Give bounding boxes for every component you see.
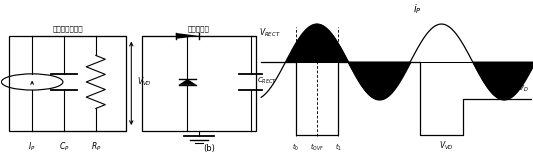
Text: (b): (b): [204, 144, 215, 154]
Bar: [142, 36, 256, 131]
Text: $V_{RECT}+V_D$: $V_{RECT}+V_D$: [491, 84, 529, 94]
Polygon shape: [176, 33, 199, 39]
Text: $t_0$: $t_0$: [292, 142, 299, 153]
Text: $i_P$: $i_P$: [414, 2, 422, 16]
Text: $R_P$: $R_P$: [91, 141, 101, 153]
Text: 压电能量采集器: 压电能量采集器: [52, 25, 83, 32]
Polygon shape: [179, 79, 197, 85]
Text: $V_{RECT}$: $V_{RECT}$: [259, 27, 280, 39]
Text: $t_{OVF}$: $t_{OVF}$: [310, 142, 324, 153]
Text: $I_P$: $I_P$: [28, 141, 36, 153]
Bar: [10, 36, 126, 131]
Text: $t_1$: $t_1$: [335, 142, 342, 153]
Text: $V_{VD}$: $V_{VD}$: [136, 76, 151, 88]
Text: $C_{RECT}$: $C_{RECT}$: [257, 76, 277, 86]
Text: 电压倍增器: 电压倍增器: [188, 25, 210, 32]
Text: $C_P$: $C_P$: [59, 141, 69, 153]
Text: $V_{VD}$: $V_{VD}$: [439, 139, 454, 152]
Text: $-V_0$: $-V_0$: [512, 67, 529, 79]
